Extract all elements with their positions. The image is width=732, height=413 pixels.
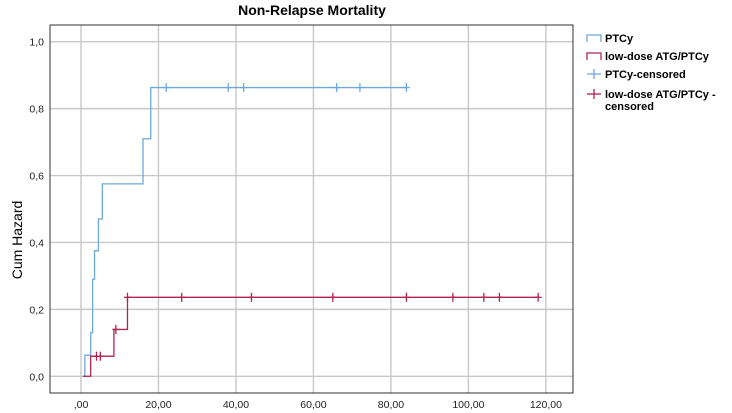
x-tick-label: ,00	[74, 399, 89, 411]
y-tick-label: 1,0	[29, 37, 44, 49]
legend-line-swatch	[586, 52, 602, 60]
series-line-0	[82, 86, 407, 377]
x-tick-label: 100,00	[452, 399, 484, 411]
x-tick-label: 20,00	[145, 399, 171, 411]
chart-title: Non-Relapse Mortality	[238, 2, 386, 18]
legend-label: low-dose ATG/PTCy	[605, 51, 710, 63]
series-layer	[82, 83, 542, 377]
x-tick-label: 120,00	[530, 399, 562, 411]
y-axis-label: Cum Hazard	[9, 201, 25, 280]
legend-label: censored	[605, 101, 654, 113]
x-tick-label: 60,00	[300, 399, 326, 411]
x-tick-label: 40,00	[223, 399, 249, 411]
x-tick-label: 80,00	[378, 399, 404, 411]
y-tick-label: 0,2	[29, 304, 44, 316]
y-tick-label: 0,6	[29, 171, 44, 183]
plot-frame	[49, 24, 574, 394]
series-line-1	[82, 296, 539, 377]
y-tick-label: 0,8	[29, 104, 44, 116]
legend-label: PTCy	[605, 33, 634, 45]
axis-layer: ,00 20,00 40,00 60,00 80,00 100,00 120,00 0,0 0,…	[29, 24, 574, 411]
grid-layer	[50, 25, 573, 393]
y-tick-label: 0,0	[29, 371, 44, 383]
legend-label: low-dose ATG/PTCy -	[605, 89, 716, 101]
y-tick-label: 0,4	[29, 237, 44, 249]
legend-line-swatch	[586, 34, 602, 42]
legend: PTCy low-dose ATG/PTCy PTCy-censored low-do…	[586, 33, 716, 113]
legend-label: PTCy-censored	[605, 69, 686, 81]
